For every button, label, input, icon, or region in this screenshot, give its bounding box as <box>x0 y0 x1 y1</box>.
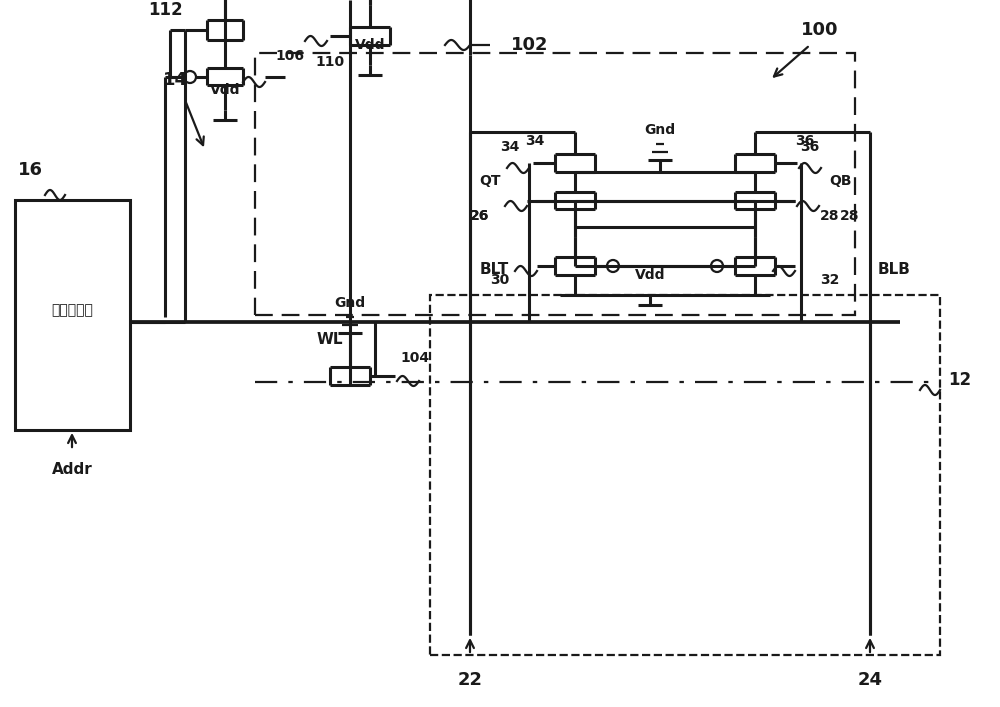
Text: 104: 104 <box>400 351 430 365</box>
Text: Gnd: Gnd <box>644 123 676 137</box>
Text: 16: 16 <box>18 161 42 179</box>
Text: 14: 14 <box>162 71 188 89</box>
Text: 36: 36 <box>795 134 815 148</box>
Text: Vdd: Vdd <box>355 38 385 52</box>
Bar <box>255 53 855 315</box>
Text: 34: 34 <box>525 134 545 148</box>
Text: WL: WL <box>317 332 343 348</box>
Text: BLB: BLB <box>878 262 911 278</box>
Bar <box>430 295 940 655</box>
Text: 24: 24 <box>858 671 883 689</box>
Text: 100: 100 <box>801 21 839 39</box>
Bar <box>15 200 130 430</box>
Text: 36: 36 <box>800 140 820 154</box>
Text: 12: 12 <box>948 371 972 389</box>
Text: 106: 106 <box>276 49 304 63</box>
Text: Addr: Addr <box>52 462 92 477</box>
Text: 102: 102 <box>511 36 549 54</box>
Text: 110: 110 <box>315 55 345 69</box>
Text: 32: 32 <box>820 273 840 287</box>
Text: QT: QT <box>479 174 501 188</box>
Text: 112: 112 <box>148 1 182 19</box>
Text: 26: 26 <box>470 209 490 223</box>
Text: Vdd: Vdd <box>210 83 240 97</box>
Text: 22: 22 <box>458 671 482 689</box>
Text: 34: 34 <box>500 140 520 154</box>
Text: QB: QB <box>829 174 851 188</box>
Text: 30: 30 <box>490 273 510 287</box>
Text: 28: 28 <box>820 209 840 223</box>
Text: 26: 26 <box>470 209 490 223</box>
Text: BLT: BLT <box>480 262 509 278</box>
Text: Vdd: Vdd <box>635 268 665 282</box>
Text: 地址解码器: 地址解码器 <box>51 303 93 317</box>
Text: Gnd: Gnd <box>334 296 366 310</box>
Text: 28: 28 <box>840 209 860 223</box>
